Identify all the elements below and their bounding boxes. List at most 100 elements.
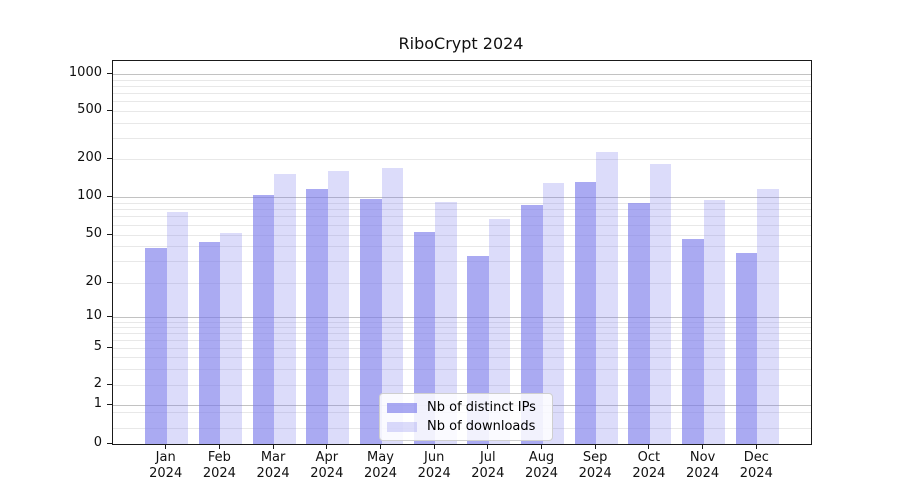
bar-downloads-mar: [274, 174, 296, 444]
x-tick-dec: [755, 444, 757, 449]
gridline-90: [113, 202, 811, 204]
x-tick-label-jan: Jan 2024: [149, 450, 183, 481]
x-tick-may: [380, 444, 381, 449]
bar-ips-sep: [574, 181, 597, 444]
bar-ips-nov: [682, 238, 704, 444]
bar-downloads-jan: [166, 211, 189, 444]
y-tick-0: [107, 443, 112, 444]
gridline-3: [113, 368, 811, 370]
x-tick-label-sep: Sep 2024: [578, 450, 612, 481]
y-tick-label-1: 1: [93, 395, 102, 411]
bar-downloads-may: [381, 167, 403, 444]
gridline-600: [113, 101, 811, 103]
x-tick-jun: [433, 444, 435, 449]
gridline-500: [113, 111, 811, 112]
bar-downloads-oct: [649, 163, 672, 444]
x-tick-nov: [702, 444, 704, 449]
x-tick-label-apr: Apr 2024: [310, 450, 344, 481]
gridline-2: [113, 385, 811, 386]
legend-row-ips: Nb of distinct IPs: [380, 398, 552, 417]
chart-title: RiboCrypt 2024: [398, 34, 524, 53]
gridline-9: [113, 321, 811, 323]
y-tick-label-20: 20: [85, 273, 102, 289]
y-tick-5: [107, 347, 112, 348]
y-tick-label-500: 500: [77, 102, 102, 117]
x-tick-oct: [648, 444, 650, 449]
gridline-5: [113, 348, 811, 349]
bar-downloads-apr: [327, 170, 350, 444]
gridline-900: [113, 79, 811, 81]
x-tick-label-may: May 2024: [363, 450, 398, 481]
bar-ips-may: [360, 199, 382, 444]
y-tick-label-50: 50: [85, 225, 102, 241]
x-tick-label-feb: Feb 2024: [202, 450, 236, 481]
x-tick-jan: [165, 444, 167, 449]
gridline-6: [113, 339, 811, 341]
y-tick-10: [107, 316, 112, 317]
y-tick-20: [107, 281, 112, 283]
legend: Nb of distinct IPs Nb of downloads: [379, 393, 553, 441]
y-tick-50: [107, 233, 112, 235]
gridline-7: [113, 332, 811, 334]
gridline-30: [113, 261, 811, 263]
bar-ips-jan: [145, 247, 167, 444]
bar-downloads-feb: [220, 233, 242, 444]
x-tick-sep: [594, 444, 596, 449]
x-tick-label-nov: Nov 2024: [686, 450, 720, 481]
y-tick-label-100: 100: [77, 188, 102, 203]
y-tick-1: [107, 403, 112, 405]
gridline-100: [113, 197, 811, 198]
gridline-300: [113, 137, 811, 139]
bar-ips-dec: [735, 253, 758, 444]
y-tick-1000: [107, 73, 112, 75]
gridline-50: [113, 234, 811, 236]
bar-ips-feb: [198, 242, 221, 444]
bar-downloads-aug: [542, 182, 564, 444]
y-tick-label-10: 10: [85, 308, 102, 323]
legend-row-downloads: Nb of downloads: [380, 417, 552, 436]
bar-ips-mar: [252, 195, 275, 444]
bars-layer: [113, 61, 811, 444]
gridline-400: [113, 122, 811, 124]
bar-downloads-nov: [703, 200, 726, 444]
y-tick-100: [107, 196, 112, 197]
gridline-60: [113, 224, 811, 226]
y-tick-label-5: 5: [93, 339, 102, 354]
y-tick-label-2: 2: [93, 376, 102, 391]
x-tick-label-dec: Dec 2024: [739, 450, 773, 481]
legend-label-downloads: Nb of downloads: [427, 419, 536, 434]
x-tick-apr: [326, 444, 328, 449]
y-tick-500: [107, 110, 112, 111]
x-tick-label-aug: Aug 2024: [524, 450, 559, 481]
gridline-8: [113, 327, 811, 328]
gridline-200: [113, 159, 811, 161]
bar-ips-oct: [628, 202, 650, 444]
legend-swatch-ips: [387, 402, 417, 413]
gridline-1000: [113, 74, 811, 76]
legend-swatch-downloads: [387, 421, 417, 432]
gridline-4: [113, 357, 811, 358]
x-tick-jul: [487, 444, 489, 449]
gridline-800: [113, 86, 811, 88]
y-tick-label-1000: 1000: [68, 65, 102, 81]
x-tick-label-mar: Mar 2024: [256, 450, 290, 481]
gridline-40: [113, 246, 811, 248]
bar-downloads-sep: [596, 152, 618, 444]
y-tick-200: [107, 158, 112, 160]
bar-ips-aug: [521, 204, 543, 444]
y-tick-label-0: 0: [93, 435, 102, 450]
x-tick-feb: [218, 444, 220, 449]
y-tick-2: [107, 384, 112, 385]
x-tick-mar: [272, 444, 274, 449]
bar-downloads-dec: [757, 189, 779, 444]
plot-area: Nb of distinct IPs Nb of downloads: [112, 60, 812, 445]
bar-ips-apr: [306, 189, 328, 444]
bar-downloads-jul: [488, 218, 511, 444]
legend-label-ips: Nb of distinct IPs: [427, 400, 536, 415]
gridline-700: [113, 93, 811, 95]
bar-downloads-jun: [435, 201, 457, 444]
gridline-10: [113, 317, 811, 318]
